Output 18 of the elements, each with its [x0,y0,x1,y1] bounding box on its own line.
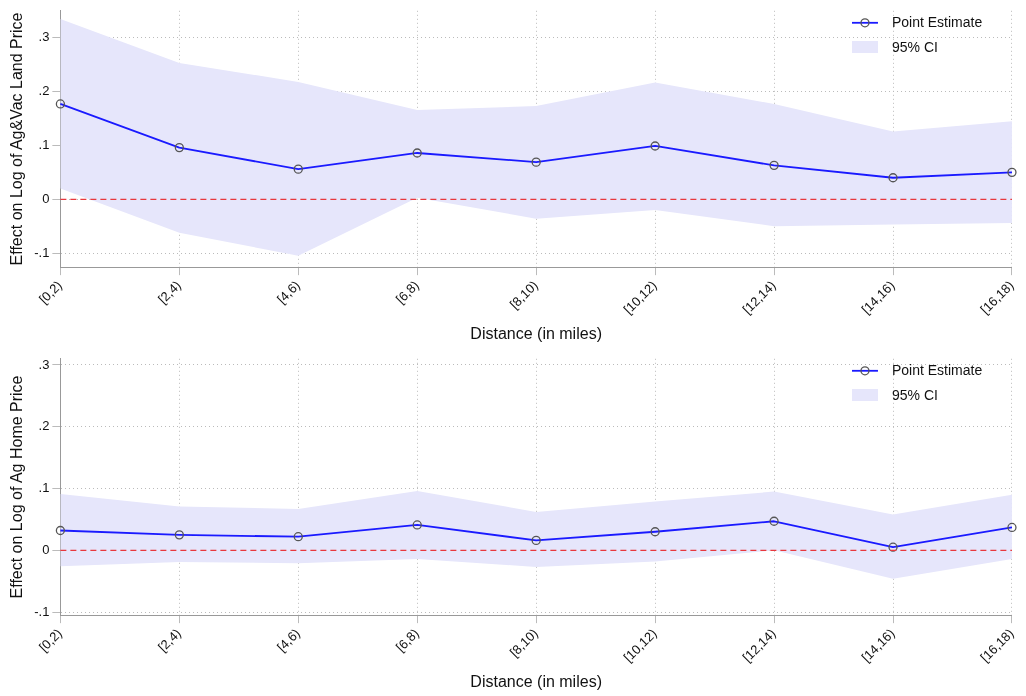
y-axis-title: Effect on Log of Ag&Vac Land Price [8,12,26,266]
y-tick-label: -.1 [34,244,50,260]
legend-label: Point Estimate [891,361,983,378]
y-tick-label: 0 [42,190,50,206]
annotation: 95% CI [891,37,938,56]
y-tick-label: .2 [38,418,50,434]
y-tick-label: .3 [38,29,50,45]
y-tick-label: .3 [38,356,50,372]
y-axis-title: Effect on Log of Ag Home Price [8,375,26,599]
y-tick-label: .2 [38,83,50,99]
x-axis-title: Distance (in miles) [470,324,602,342]
y-tick-label: -.1 [34,603,50,619]
y-tick-label: .1 [38,137,50,153]
annotation: 95% CI [891,385,938,404]
legend-label: Point Estimate [891,13,983,30]
x-axis-title: Distance (in miles) [470,672,602,690]
y-tick-label: .1 [38,480,50,496]
y-tick-label: 0 [42,541,50,557]
